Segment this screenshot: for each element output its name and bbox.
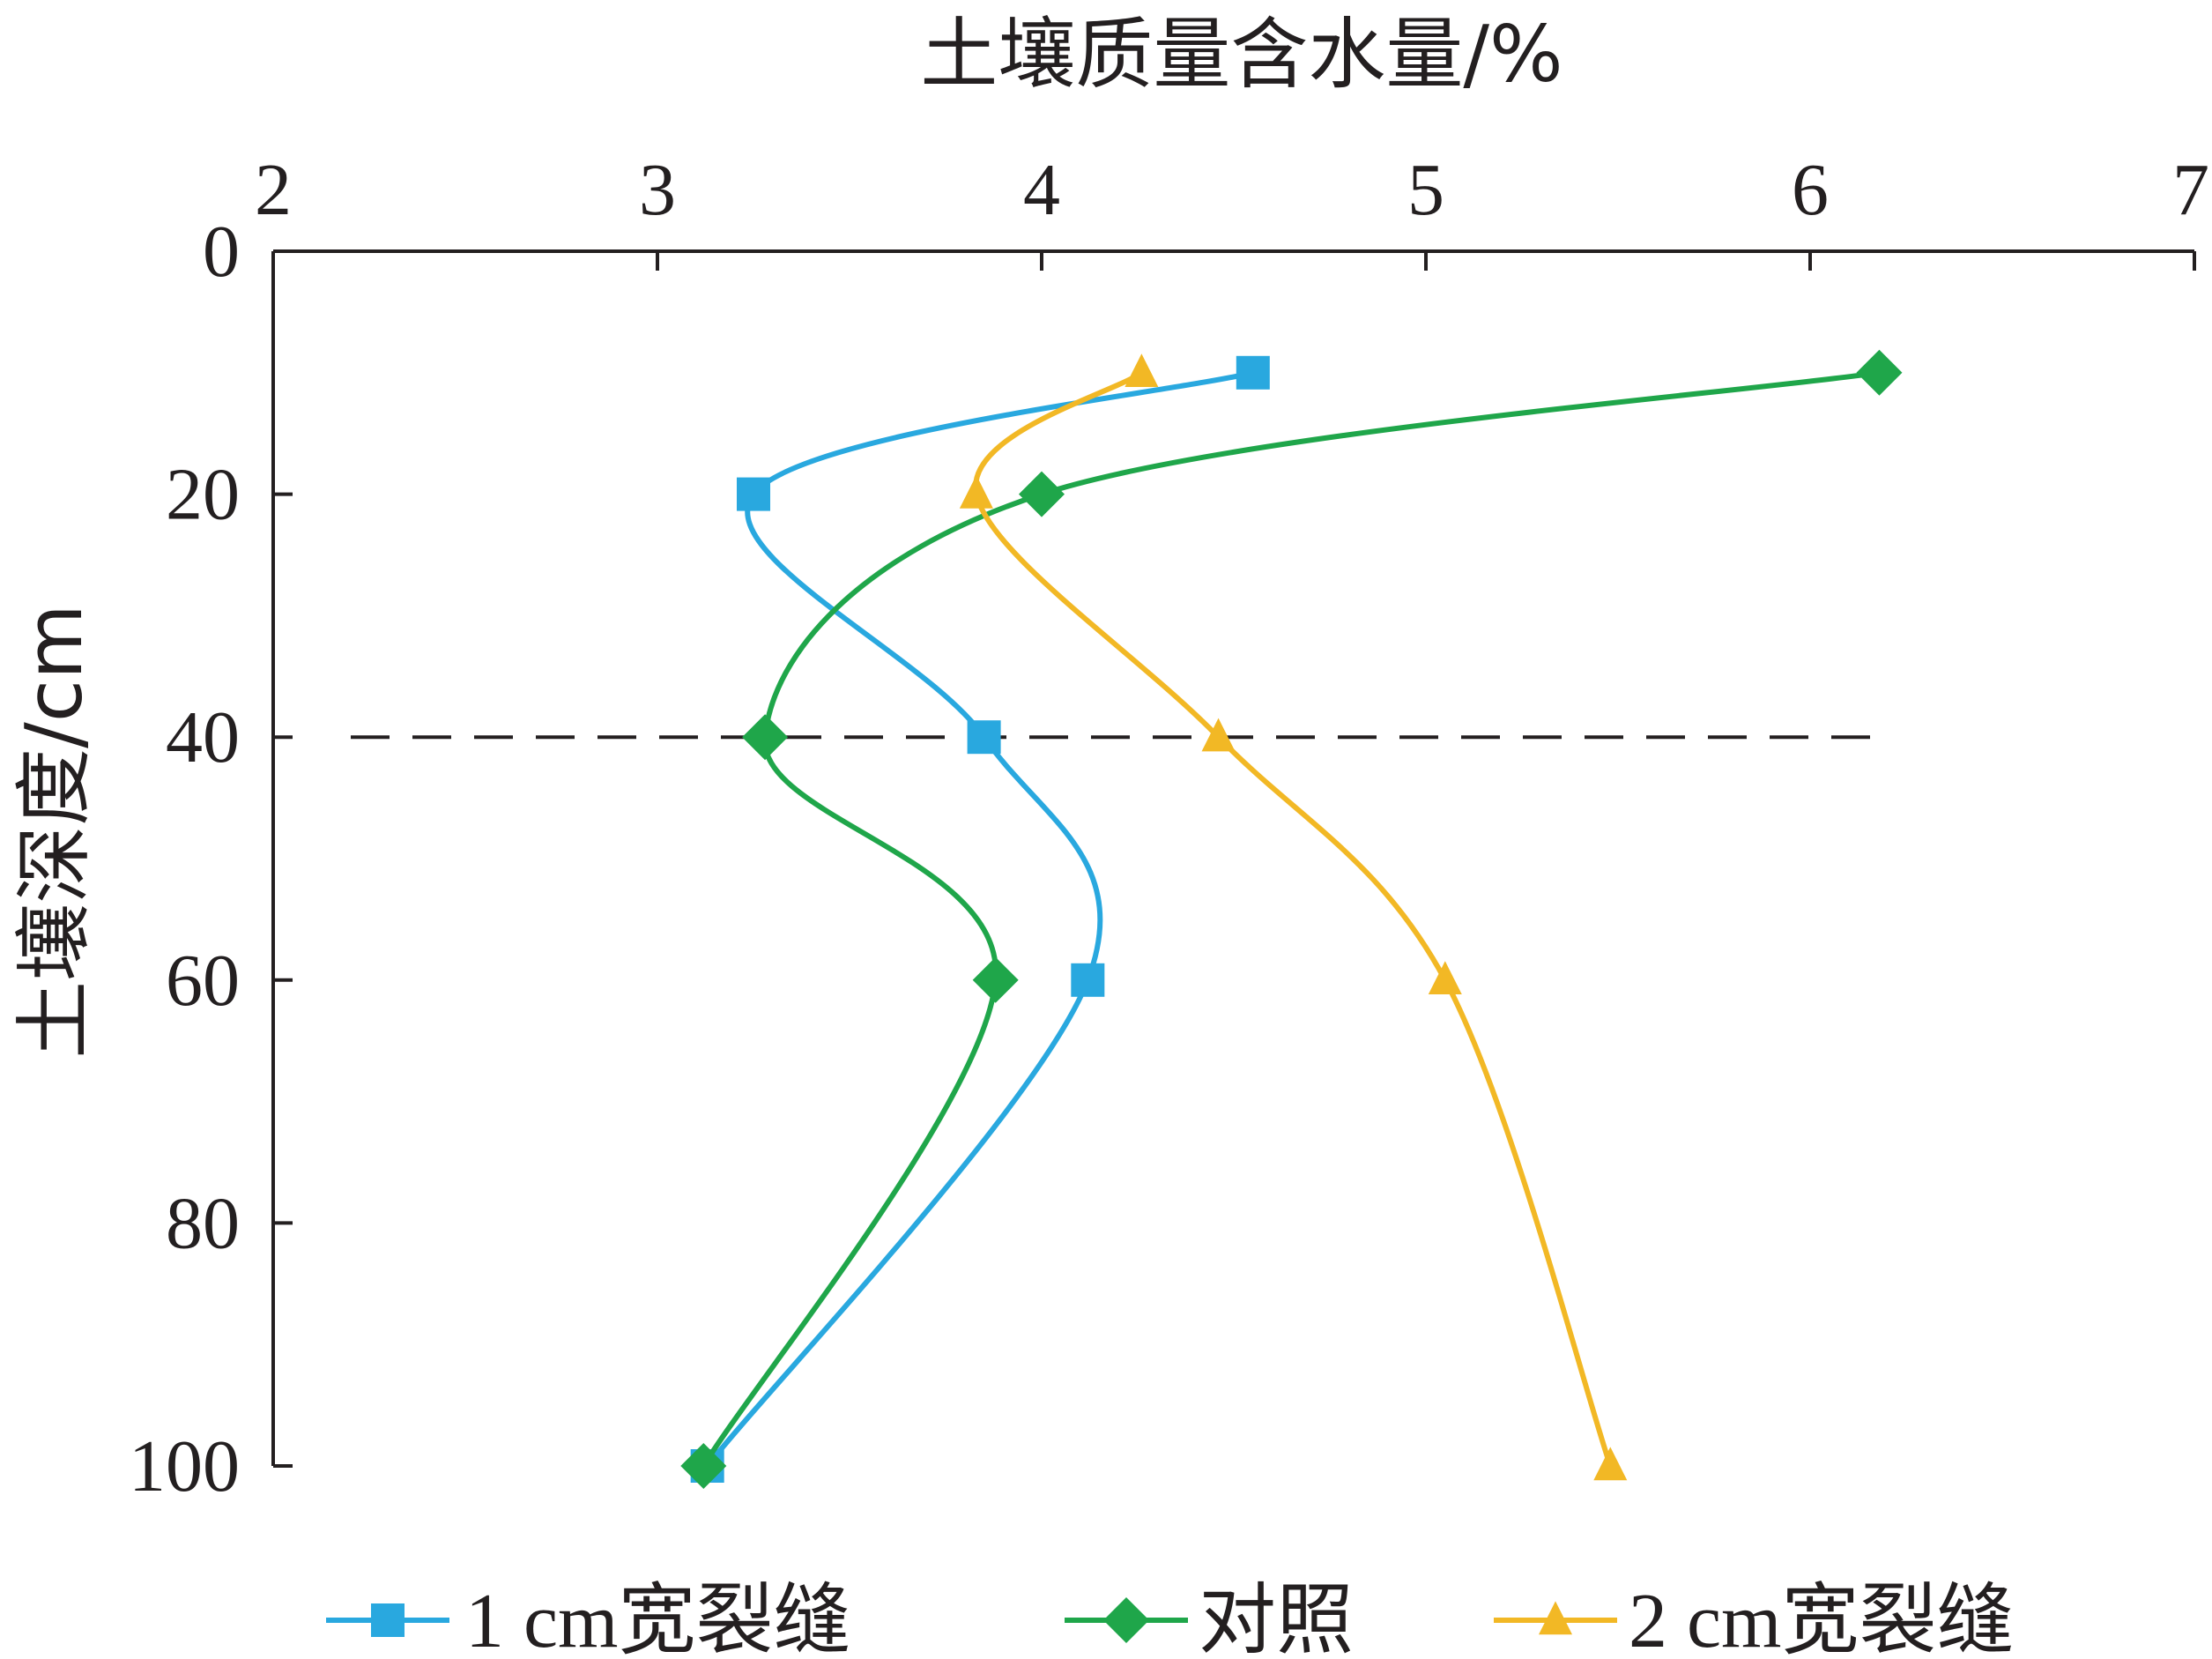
y-tick-label: 40 bbox=[166, 696, 240, 778]
data-point-series-2-2 bbox=[1201, 718, 1236, 752]
series-line-1 bbox=[701, 369, 1882, 1469]
x-axis-title: 土壤质量含水量/% bbox=[920, 9, 1563, 100]
y-tick-label: 60 bbox=[166, 940, 240, 1022]
legend-marker-1 bbox=[1103, 1597, 1149, 1643]
legend-marker-2 bbox=[1539, 1601, 1572, 1635]
x-tick-label: 6 bbox=[1792, 149, 1829, 231]
data-point-series-1-2 bbox=[742, 714, 789, 761]
x-tick-label: 7 bbox=[2172, 149, 2209, 231]
x-tick-label: 5 bbox=[1407, 149, 1444, 231]
y-tick-label: 100 bbox=[129, 1425, 240, 1507]
data-point-series-2-0 bbox=[1125, 353, 1159, 387]
data-point-series-1-0 bbox=[1856, 349, 1903, 396]
data-point-series-0-3 bbox=[1071, 963, 1105, 997]
plot-area: 2 3 4 5 6 7 0 20 40 60 80 100 bbox=[129, 149, 2209, 1507]
y-tick-label: 20 bbox=[166, 454, 240, 536]
legend-marker-0 bbox=[371, 1603, 405, 1637]
legend: 1 cm宽裂缝 对照 2 cm宽裂缝 bbox=[326, 1579, 2015, 1659]
legend-label-1: 对照 bbox=[1199, 1579, 1354, 1659]
x-tick-label: 3 bbox=[639, 149, 676, 231]
data-point-series-2-4 bbox=[1593, 1447, 1628, 1481]
data-point-series-0-2 bbox=[967, 720, 1001, 755]
data-point-series-1-3 bbox=[972, 956, 1019, 1003]
data-point-series-2-1 bbox=[959, 475, 993, 509]
data-point-series-0-0 bbox=[1236, 355, 1270, 390]
y-axis-title: 土壤深度/cm bbox=[9, 604, 100, 1059]
data-point-series-1-4 bbox=[680, 1443, 727, 1489]
data-point-series-2-3 bbox=[1428, 961, 1462, 994]
x-tick-label: 4 bbox=[1023, 149, 1060, 231]
y-tick-label: 80 bbox=[166, 1182, 240, 1264]
data-point-series-0-1 bbox=[737, 477, 770, 511]
legend-label-0: 1 cm宽裂缝 bbox=[465, 1579, 851, 1659]
x-tick-label: 2 bbox=[255, 149, 292, 231]
data-point-series-1-1 bbox=[1019, 471, 1065, 517]
series-line-2 bbox=[973, 369, 1614, 1469]
legend-label-2: 2 cm宽裂缝 bbox=[1629, 1579, 2015, 1659]
y-tick-label: 0 bbox=[203, 211, 240, 293]
